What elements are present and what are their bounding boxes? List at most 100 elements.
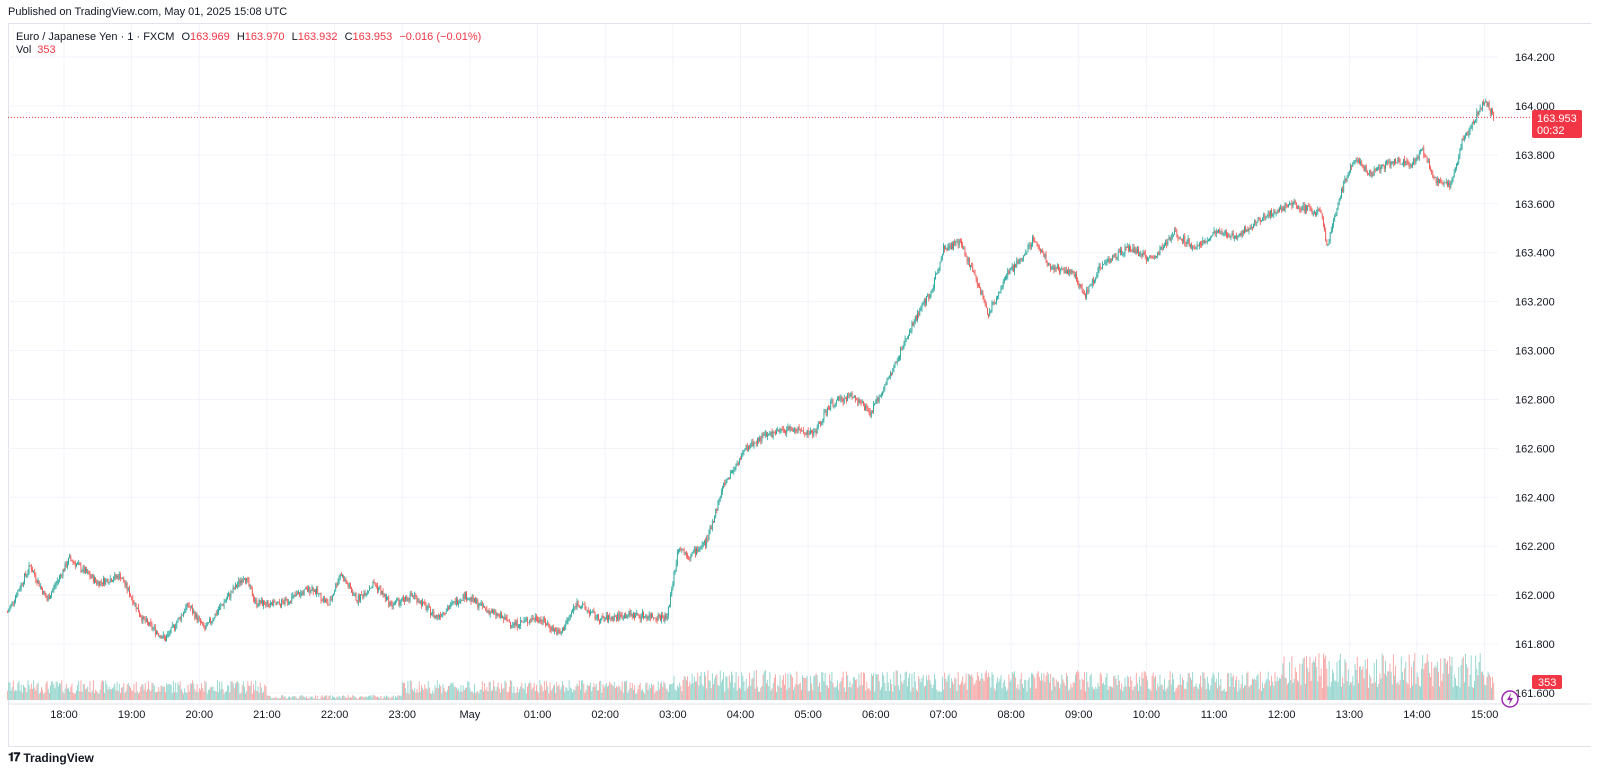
candle-body xyxy=(729,472,731,479)
candle-body xyxy=(334,590,335,594)
volume-bar xyxy=(578,680,580,700)
volume-bar xyxy=(687,676,689,700)
volume-bar xyxy=(1223,689,1225,700)
volume-bar xyxy=(55,681,57,700)
candle-body xyxy=(1114,253,1116,256)
volume-bar xyxy=(1176,687,1178,700)
candle-body xyxy=(643,612,644,618)
volume-bar xyxy=(83,684,85,700)
candle-body xyxy=(229,593,231,598)
candle-body xyxy=(940,258,942,262)
candle-body xyxy=(1313,212,1315,214)
volume-bar xyxy=(480,689,482,700)
candle-body xyxy=(1261,220,1262,222)
volume-bar xyxy=(1342,677,1344,700)
candle-body xyxy=(1029,245,1031,247)
volume-bar xyxy=(908,677,909,700)
volume-bar xyxy=(152,683,154,700)
y-tick-label: 161.800 xyxy=(1515,639,1555,651)
volume-bar xyxy=(334,697,336,700)
volume-bar xyxy=(939,691,941,700)
candle-body xyxy=(457,599,458,605)
candle-body xyxy=(468,599,470,600)
volume-bar xyxy=(1382,655,1384,700)
volume-bar xyxy=(1041,673,1043,700)
candle-body xyxy=(105,579,107,585)
volume-bar xyxy=(133,683,135,700)
volume-bar xyxy=(1198,684,1200,700)
candle-body xyxy=(1198,242,1200,247)
candle-body xyxy=(1337,202,1339,210)
candle-body xyxy=(715,508,717,518)
candle-body xyxy=(227,596,228,600)
volume-bar xyxy=(930,684,932,700)
volume-bar xyxy=(740,689,741,700)
candle-body xyxy=(523,620,525,622)
volume-bar xyxy=(1109,686,1111,700)
volume-bar xyxy=(972,677,974,700)
volume-bar xyxy=(760,687,762,700)
volume-bar xyxy=(546,681,548,700)
candle-body xyxy=(674,570,676,574)
volume-bar xyxy=(275,696,277,700)
candle-body xyxy=(1433,177,1435,179)
volume-bar xyxy=(219,681,221,700)
volume-bar xyxy=(654,693,656,700)
candle-body xyxy=(838,397,839,399)
volume-bar xyxy=(998,681,1000,700)
volume-bar xyxy=(223,693,225,700)
volume-bar xyxy=(669,684,670,700)
volume-bar xyxy=(1108,686,1110,700)
volume-bar xyxy=(142,684,144,700)
candle-body xyxy=(1186,242,1188,244)
volume-bar xyxy=(117,690,119,700)
volume-bar xyxy=(1381,653,1383,700)
volume-bar xyxy=(1205,689,1207,700)
volume-bar xyxy=(1458,667,1460,700)
volume-bar xyxy=(387,696,389,700)
candle-body xyxy=(1454,167,1456,172)
volume-bar xyxy=(1350,681,1351,700)
volume-bar xyxy=(776,691,778,700)
candle-body xyxy=(1276,210,1278,213)
volume-bar xyxy=(1355,669,1357,700)
candle-body xyxy=(1275,212,1277,214)
volume-bar xyxy=(1369,674,1371,700)
candle-body xyxy=(968,258,970,267)
candle-body xyxy=(815,431,817,434)
footer-brand[interactable]: 𝟏𝟕 TradingView xyxy=(8,750,94,765)
footer-brand-label: TradingView xyxy=(23,750,94,765)
volume-bar xyxy=(852,677,854,700)
lightning-icon[interactable] xyxy=(1501,690,1519,708)
volume-bar xyxy=(817,686,819,700)
candle-body xyxy=(246,578,248,582)
volume-bar xyxy=(19,690,21,700)
candle-body xyxy=(70,555,72,560)
volume-bar xyxy=(612,686,614,700)
volume-bar xyxy=(582,680,584,700)
volume-bar xyxy=(1173,678,1174,700)
volume-bar xyxy=(1074,674,1076,700)
candle-body xyxy=(651,614,652,619)
volume-bar xyxy=(1366,658,1368,700)
candle-body xyxy=(368,590,369,592)
candle-body xyxy=(990,310,992,312)
change-value: −0.016 (−0.01%) xyxy=(399,31,482,43)
volume-bar xyxy=(725,676,727,700)
volume-bar xyxy=(959,684,961,700)
volume-bar xyxy=(1255,679,1257,700)
candle-body xyxy=(1400,164,1402,166)
volume-bar xyxy=(1195,683,1197,700)
symbol-name[interactable]: Euro / Japanese Yen · 1 · FXCM xyxy=(16,31,175,43)
candle-body xyxy=(913,322,915,326)
candle-body xyxy=(1082,291,1084,294)
candle-body xyxy=(587,610,589,612)
candle-body xyxy=(265,604,267,606)
candle-body xyxy=(1020,258,1022,260)
candle-body xyxy=(110,578,112,582)
candle-body xyxy=(103,578,104,584)
candle-body xyxy=(166,636,168,642)
volume-bar xyxy=(625,681,626,700)
volume-bar xyxy=(1271,675,1273,700)
